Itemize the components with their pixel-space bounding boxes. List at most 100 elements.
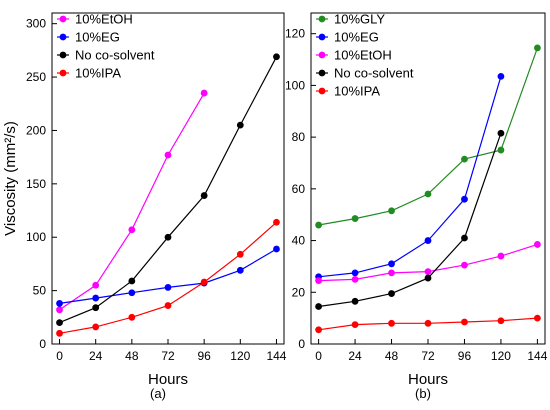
- series-10-eg: [315, 72, 505, 281]
- data-point: [351, 297, 359, 305]
- data-point: [351, 321, 359, 329]
- legend-swatch-marker: [318, 69, 326, 77]
- data-point: [497, 146, 505, 154]
- data-point: [315, 221, 322, 229]
- data-point: [56, 329, 63, 337]
- x-tick-label: 96: [458, 349, 472, 363]
- panel-label: (a): [150, 386, 166, 401]
- y-tick-label: 0: [39, 337, 46, 351]
- series-line: [318, 133, 502, 308]
- data-point: [424, 237, 432, 244]
- data-point: [200, 278, 208, 286]
- legend-label: No co-solvent: [334, 66, 414, 81]
- data-point: [461, 261, 468, 269]
- plot-frame: [51, 12, 285, 345]
- legend-label: 10%IPA: [75, 66, 121, 81]
- series-10-gly: [315, 44, 541, 229]
- data-point: [351, 275, 359, 283]
- data-point: [164, 233, 172, 241]
- legend-label: 10%IPA: [334, 84, 380, 99]
- series-10-ipa: [315, 314, 541, 334]
- data-point: [315, 277, 322, 285]
- plot-frame: [310, 12, 546, 345]
- y-tick-label: 100: [285, 78, 305, 92]
- data-point: [461, 318, 468, 326]
- data-point: [273, 53, 280, 61]
- data-point: [497, 252, 505, 260]
- data-point: [273, 245, 280, 253]
- data-point: [534, 241, 541, 248]
- data-point: [461, 155, 468, 163]
- legend-swatch-marker: [318, 33, 326, 41]
- legend-label: 10%EtOH: [75, 12, 133, 27]
- data-point: [424, 319, 432, 327]
- y-tick-label: 80: [292, 130, 306, 144]
- data-point: [388, 260, 395, 268]
- x-tick-label: 24: [348, 349, 362, 363]
- data-point: [388, 319, 395, 327]
- legend-swatch-marker: [318, 51, 326, 59]
- data-point: [236, 266, 244, 274]
- data-point: [128, 289, 136, 297]
- data-point: [534, 44, 541, 52]
- data-point: [534, 314, 541, 322]
- data-point: [92, 304, 100, 312]
- data-point: [128, 226, 136, 234]
- x-tick-label: 0: [56, 349, 63, 363]
- data-point: [236, 250, 244, 258]
- data-point: [461, 195, 468, 203]
- x-tick-label: 0: [315, 349, 322, 363]
- data-point: [497, 72, 505, 80]
- x-axis-label: Hours: [408, 371, 448, 388]
- legend: 10%GLY 10%EG 10%EtOH No co-solvent 10%IPA: [316, 12, 414, 99]
- data-point: [164, 151, 172, 159]
- data-point: [56, 306, 63, 314]
- data-point: [424, 268, 432, 275]
- data-point: [424, 274, 432, 282]
- series-no-co-solvent: [56, 53, 280, 327]
- data-point: [164, 284, 172, 291]
- y-tick-label: 200: [26, 123, 46, 137]
- y-tick-label: 150: [26, 177, 46, 191]
- series-no-co-solvent: [315, 129, 505, 310]
- x-axis-label: Hours: [148, 371, 188, 388]
- data-point: [461, 234, 468, 242]
- data-point: [200, 89, 208, 97]
- x-tick-label: 48: [125, 349, 139, 363]
- x-tick-label: 144: [266, 349, 286, 363]
- data-point: [128, 313, 136, 321]
- series-10-etoh: [315, 241, 541, 285]
- y-axis-label: Viscosity (mm²/s): [2, 121, 19, 236]
- legend-label: 10%EtOH: [334, 48, 392, 63]
- y-tick-label: 250: [26, 70, 46, 84]
- data-point: [388, 290, 395, 297]
- y-tick-label: 120: [285, 27, 305, 41]
- x-tick-label: 144: [527, 349, 547, 363]
- chart-panel-a: 0 24 48 72 96 120 144 0 50 100 150 200 250 300 Hours Vi…: [2, 12, 287, 402]
- legend-swatch-marker: [59, 33, 67, 41]
- legend-swatch-marker: [318, 87, 326, 95]
- x-tick-label: 96: [197, 349, 211, 363]
- series-10-etoh: [56, 89, 208, 314]
- chart-panel-b: 0 24 48 72 96 120 144 0 20 40 60 80 100 120 Hours(b) 10…: [285, 12, 548, 402]
- legend-swatch-marker: [59, 15, 67, 23]
- data-point: [351, 215, 359, 222]
- data-point: [388, 207, 395, 215]
- data-point: [273, 218, 280, 226]
- x-tick-label: 72: [161, 349, 175, 363]
- series-10-eg: [56, 245, 280, 307]
- series-line: [59, 92, 205, 311]
- x-tick-label: 120: [230, 349, 250, 363]
- legend-swatch-marker: [59, 51, 67, 59]
- legend-label: 10%EG: [75, 30, 120, 45]
- series-line: [318, 76, 502, 278]
- data-point: [92, 281, 100, 289]
- legend-swatch-marker: [318, 15, 326, 23]
- data-point: [92, 294, 100, 302]
- series-line: [59, 248, 277, 304]
- data-point: [56, 300, 63, 307]
- x-tick-label: 72: [421, 349, 435, 363]
- legend-label: 10%GLY: [334, 12, 385, 27]
- y-tick-label: 0: [298, 337, 305, 351]
